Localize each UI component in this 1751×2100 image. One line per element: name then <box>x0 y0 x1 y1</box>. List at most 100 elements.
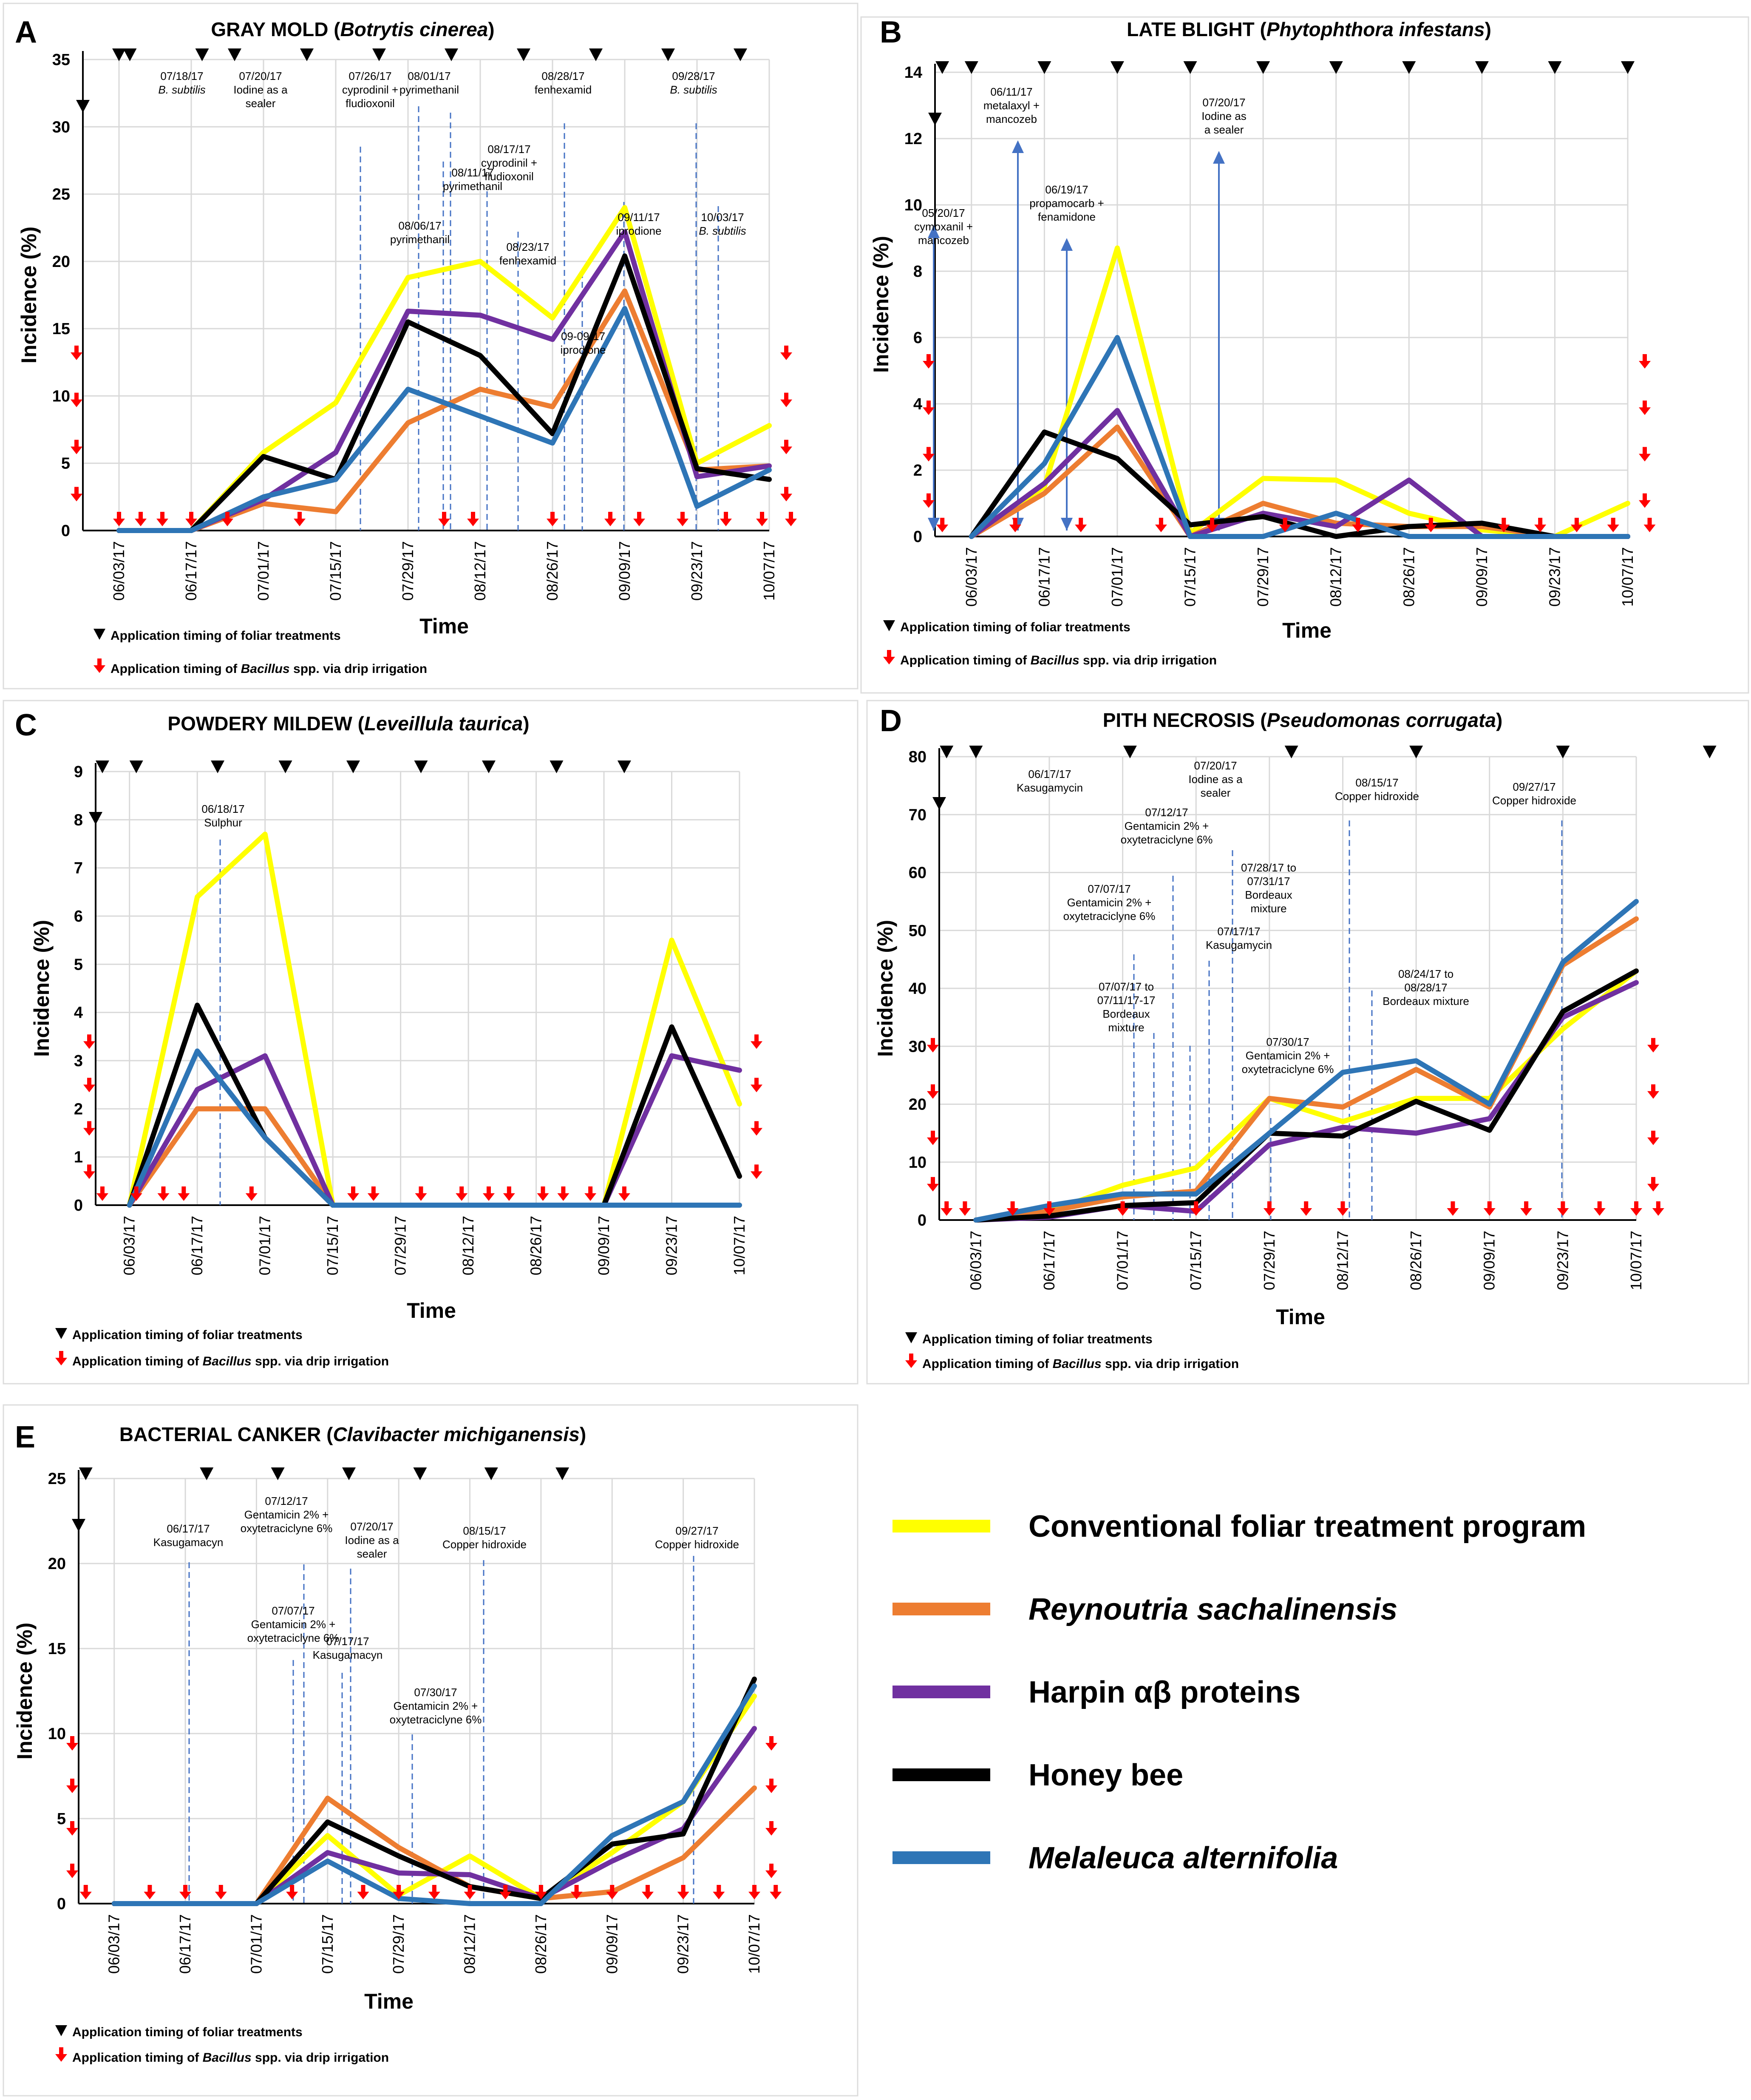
foliar-marker <box>89 812 102 825</box>
legend-foliar-text: Application timing of foliar treatments <box>110 629 341 643</box>
bacillus-marker-head <box>751 1041 762 1049</box>
bacillus-marker-head <box>677 519 688 526</box>
treatment-annotation: Kasugamycin <box>1206 939 1272 951</box>
bacillus-marker <box>70 1864 74 1871</box>
x-tick-label: 07/01/17 <box>1108 547 1126 607</box>
bacillus-marker <box>1210 518 1214 525</box>
foliar-marker <box>482 761 496 773</box>
treatment-annotation: 07/17/17 <box>1217 925 1260 938</box>
series-line <box>116 253 772 533</box>
foliar-marker <box>342 1467 356 1480</box>
y-tick-label: 15 <box>52 320 70 338</box>
treatment-annotation: oxytetraciclyne 6% <box>1121 833 1213 846</box>
bacillus-marker-head <box>604 519 616 526</box>
bacillus-marker <box>1524 1201 1529 1209</box>
bacillus-marker <box>1120 1201 1125 1209</box>
bacillus-marker <box>760 512 764 519</box>
y-tick-label: 25 <box>52 186 70 204</box>
chart-title-species: Clavibacter michiganensis <box>333 1423 579 1445</box>
foliar-marker <box>1703 746 1717 758</box>
chart-title-close: ) <box>1496 709 1502 731</box>
foliar-marker <box>413 1467 427 1480</box>
bacillus-marker-head <box>923 407 935 415</box>
treatment-annotation: mancozeb <box>986 113 1037 125</box>
legend-bacillus-genus: Bacillus <box>203 2051 252 2065</box>
treatment-annotation: mancozeb <box>918 234 969 247</box>
treatment-annotation: B. subtilis <box>158 83 205 96</box>
bacillus-marker-head <box>503 1193 515 1201</box>
y-tick-label: 2 <box>74 1100 83 1118</box>
bacillus-marker <box>940 518 945 525</box>
chart-title: PITH NECROSIS (Pseudomonas corrugata) <box>1103 709 1503 731</box>
bacillus-marker-head <box>1639 361 1651 369</box>
legend-arrow-icon <box>887 650 891 658</box>
legend-bacillus-post: spp. via drip irrigation <box>290 662 427 676</box>
x-tick-label: 08/26/17 <box>1407 1231 1425 1290</box>
bacillus-marker <box>1502 518 1506 525</box>
treatment-annotation: Copper hidroxide <box>442 1538 527 1551</box>
bacillus-marker <box>784 345 788 353</box>
bacillus-marker-head <box>1630 1208 1642 1216</box>
bacillus-marker <box>926 354 931 362</box>
treatment-arrow-foot <box>1061 518 1073 531</box>
chart-title: LATE BLIGHT (Phytophthora infestans) <box>1127 18 1491 40</box>
foliar-marker <box>1183 61 1197 74</box>
foliar-marker <box>445 48 458 61</box>
bacillus-marker-head <box>71 494 82 502</box>
bacillus-marker <box>1597 1201 1602 1209</box>
bacillus-marker <box>361 1885 366 1893</box>
treatment-annotation: 07/12/17 <box>1145 806 1188 819</box>
x-tick-label: 06/17/17 <box>1035 547 1053 607</box>
bacillus-marker <box>1634 1201 1638 1209</box>
bacillus-marker-head <box>748 1892 760 1899</box>
bacillus-marker-head <box>1447 1208 1459 1216</box>
chart-title: BACTERIAL CANKER (Clavibacter michiganen… <box>119 1423 586 1445</box>
bacillus-marker-head <box>1352 525 1364 532</box>
series-line <box>116 288 772 533</box>
treatment-annotation: iprodione <box>616 224 662 237</box>
bacillus-marker <box>944 1201 949 1209</box>
bacillus-marker-head <box>1647 1183 1659 1192</box>
series-line <box>969 245 1630 539</box>
y-tick-label: 8 <box>74 811 83 829</box>
x-tick-label: 08/26/17 <box>532 1914 550 1974</box>
x-tick-label: 07/15/17 <box>324 1216 341 1275</box>
bacillus-marker <box>1651 1177 1655 1185</box>
treatment-annotation: 06/18/17 <box>201 803 244 815</box>
treatment-annotation: propamocarb + <box>1029 197 1104 210</box>
treatment-annotation: oxytetraciclyne 6% <box>241 1522 333 1535</box>
y-tick-label: 0 <box>57 1895 66 1913</box>
x-tick-label: 09/09/17 <box>603 1914 620 1974</box>
bacillus-marker-head <box>1607 525 1619 532</box>
treatment-annotation: 08/06/17 <box>398 219 441 232</box>
bacillus-marker <box>1647 518 1652 525</box>
treatment-annotation: 07/31/17 <box>1247 875 1290 888</box>
treatment-annotation: Gentamicin 2% + <box>1246 1049 1330 1062</box>
series-line <box>116 306 772 533</box>
treatment-annotation: 07/26/17 <box>348 70 391 82</box>
treatment-annotation: 07/20/17 <box>239 70 282 82</box>
treatment-annotation: 07/20/17 <box>350 1520 393 1533</box>
bacillus-marker-head <box>720 519 732 526</box>
treatment-annotation: fludioxonil <box>484 170 534 183</box>
bacillus-marker-head <box>83 1128 95 1136</box>
x-tick-label: 07/01/17 <box>247 1914 265 1974</box>
y-tick-label: 14 <box>904 64 922 82</box>
treatment-annotation: Copper hidroxide <box>655 1538 739 1551</box>
series-line <box>116 205 772 533</box>
bacillus-marker <box>351 1186 355 1194</box>
foliar-marker <box>1256 61 1270 74</box>
bacillus-marker-head <box>456 1193 468 1201</box>
x-tick-label: 08/26/17 <box>527 1216 545 1275</box>
foliar-marker <box>617 761 631 773</box>
bacillus-marker <box>225 512 230 519</box>
panel-frame <box>860 16 1749 694</box>
x-tick-label: 09/09/17 <box>1473 547 1490 607</box>
foliar-marker <box>372 48 386 61</box>
bacillus-marker <box>161 1186 166 1194</box>
panel-D: D PITH NECROSIS (Pseudomonas corrugata) 0 1… <box>866 700 1749 1385</box>
bacillus-marker-head <box>1206 525 1218 532</box>
series-line <box>111 1683 757 1906</box>
treatment-annotation: oxytetraciclyne 6% <box>1063 910 1156 922</box>
treatment-annotation: sealer <box>1201 786 1231 799</box>
